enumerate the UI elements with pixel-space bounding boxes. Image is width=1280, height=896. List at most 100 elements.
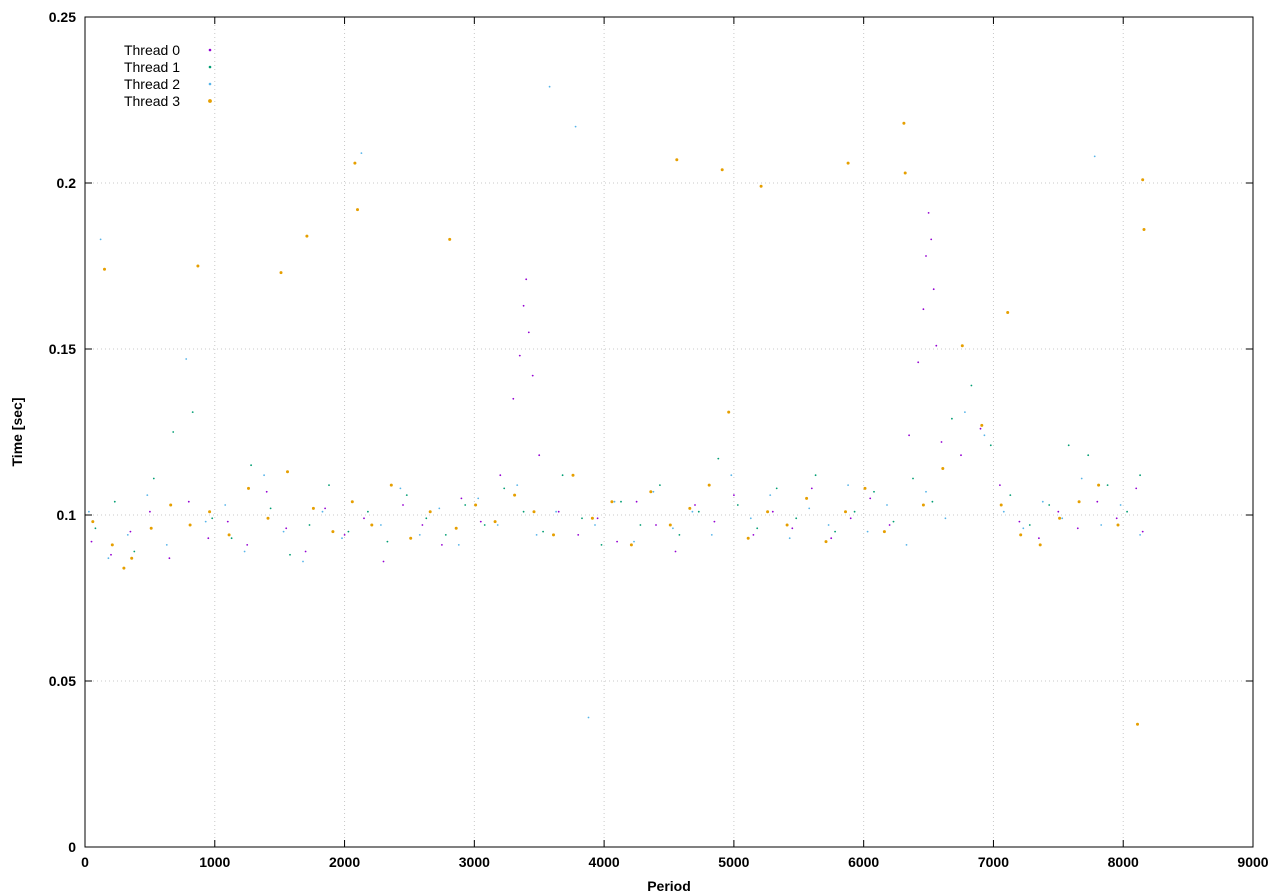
data-point-thread-0 (187, 500, 190, 503)
data-point-thread-2 (886, 504, 888, 506)
data-point-thread-3 (941, 467, 945, 470)
data-point-thread-0 (810, 487, 813, 490)
data-point-thread-1 (1067, 444, 1070, 447)
data-point-thread-0 (518, 354, 521, 357)
data-point-thread-3 (532, 510, 536, 514)
data-point-thread-0 (752, 534, 755, 536)
data-point-thread-0 (577, 534, 580, 536)
data-point-thread-3 (903, 171, 907, 175)
data-point-thread-0 (441, 544, 443, 546)
data-point-thread-2 (613, 500, 616, 503)
x-tick-label: 7000 (978, 854, 1009, 870)
data-point-thread-3 (882, 530, 886, 534)
data-point-thread-0 (694, 504, 696, 506)
data-point-thread-3 (1141, 178, 1145, 182)
y-tick-label: 0.05 (49, 673, 76, 689)
data-point-thread-3 (1097, 483, 1101, 487)
data-point-thread-1 (289, 553, 291, 556)
data-point-thread-2 (587, 716, 590, 719)
data-point-thread-2 (866, 530, 869, 533)
data-point-thread-0 (525, 278, 528, 281)
data-point-thread-1 (717, 457, 720, 460)
data-point-thread-3 (1142, 228, 1146, 231)
data-point-thread-3 (513, 493, 517, 497)
data-point-thread-1 (814, 474, 817, 477)
data-point-thread-2 (983, 434, 986, 437)
data-point-thread-2 (730, 474, 733, 477)
data-point-thread-2 (1022, 527, 1025, 530)
data-point-thread-1 (503, 487, 506, 490)
data-point-thread-1 (464, 504, 467, 506)
data-point-thread-1 (230, 537, 233, 540)
data-point-thread-2 (769, 494, 772, 496)
data-point-thread-2 (516, 484, 519, 486)
data-point-thread-3 (921, 503, 925, 507)
x-tick-label: 4000 (589, 854, 620, 870)
data-point-thread-0 (771, 510, 774, 513)
data-point-thread-0 (596, 517, 599, 520)
data-point-thread-1 (931, 500, 934, 503)
data-point-thread-2 (107, 557, 110, 560)
data-point-thread-1 (951, 417, 953, 420)
data-point-thread-0 (538, 454, 541, 457)
data-point-thread-3 (590, 516, 594, 520)
data-point-thread-1 (405, 494, 408, 496)
data-point-thread-3 (448, 237, 452, 241)
data-point-thread-2 (438, 507, 441, 510)
y-tick-label: 0.15 (49, 341, 76, 357)
data-point-thread-0 (635, 500, 638, 503)
data-point-thread-0 (927, 212, 930, 214)
data-point-thread-3 (675, 158, 679, 162)
data-point-thread-2 (1041, 500, 1044, 503)
x-tick-label: 0 (81, 854, 89, 870)
data-point-thread-1 (308, 524, 311, 526)
data-point-thread-1 (172, 431, 175, 433)
data-point-thread-0 (512, 397, 515, 400)
x-tick-label: 3000 (459, 854, 490, 870)
data-point-thread-2 (925, 490, 927, 493)
data-point-thread-2 (321, 510, 324, 513)
data-point-thread-0 (557, 510, 560, 513)
x-tick-label: 5000 (718, 854, 749, 870)
legend-label-thread-0: Thread 0 (124, 42, 180, 58)
data-point-thread-3 (668, 523, 672, 527)
data-point-thread-2 (418, 534, 421, 536)
legend-marker-thread-0 (208, 48, 212, 52)
data-point-thread-3 (766, 510, 770, 514)
data-point-thread-3 (805, 496, 809, 500)
data-point-thread-2 (380, 524, 382, 526)
data-point-thread-2 (788, 537, 791, 540)
data-point-thread-0 (363, 517, 365, 520)
data-point-thread-1 (328, 484, 330, 486)
x-tick-label: 8000 (1108, 854, 1139, 870)
data-point-thread-0 (499, 474, 502, 477)
data-point-thread-1 (620, 500, 622, 503)
data-point-thread-3 (846, 161, 850, 165)
data-point-thread-3 (610, 500, 614, 504)
data-point-thread-0 (999, 484, 1001, 486)
data-point-thread-0 (90, 540, 93, 543)
data-point-thread-0 (674, 550, 677, 553)
y-tick-label: 0 (68, 839, 76, 855)
data-point-thread-0 (304, 550, 307, 553)
data-point-thread-1 (697, 510, 700, 513)
x-tick-label: 9000 (1237, 854, 1268, 870)
data-point-thread-1 (1139, 474, 1141, 477)
data-point-thread-3 (110, 543, 114, 547)
data-point-thread-3 (311, 506, 315, 510)
data-point-thread-1 (94, 527, 97, 530)
data-point-thread-3 (227, 533, 231, 537)
data-point-thread-2 (1080, 477, 1083, 480)
data-point-thread-0 (830, 537, 833, 540)
data-point-thread-1 (659, 484, 661, 486)
data-point-thread-2 (672, 527, 674, 530)
data-point-thread-1 (736, 504, 739, 506)
data-point-thread-0 (922, 308, 925, 311)
data-point-thread-1 (853, 510, 856, 513)
data-point-thread-2 (535, 534, 538, 536)
data-point-thread-2 (964, 411, 966, 413)
data-point-thread-1 (581, 517, 583, 520)
data-point-thread-2 (243, 550, 246, 553)
data-point-thread-3 (353, 161, 357, 165)
